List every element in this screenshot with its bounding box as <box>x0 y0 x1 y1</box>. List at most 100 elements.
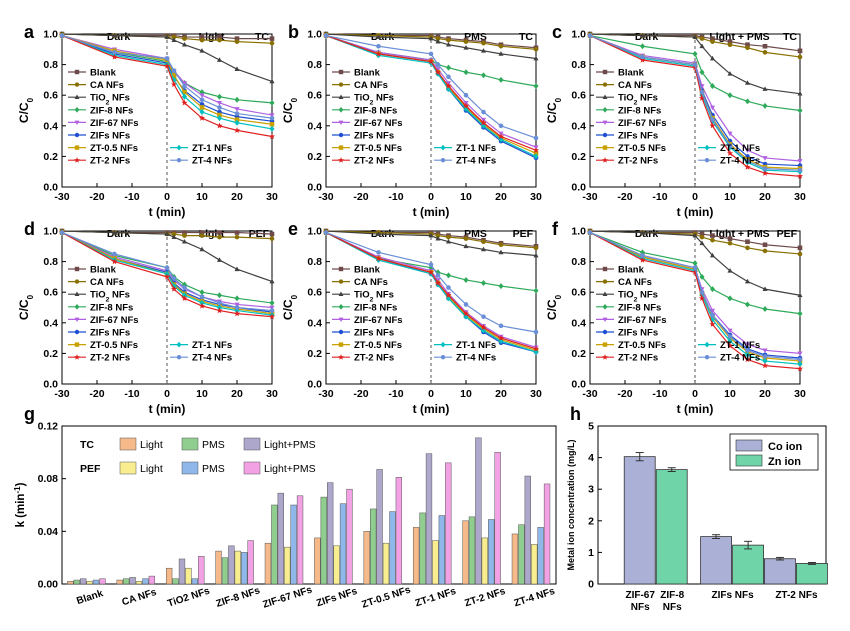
legend-marker <box>440 355 446 360</box>
data-point <box>434 279 442 286</box>
legend-swatch <box>119 437 137 451</box>
x-tick-label: 30 <box>794 191 806 203</box>
y-tick-label: 0.8 <box>43 256 58 268</box>
bar-tc-light <box>412 527 420 585</box>
data-point <box>699 273 705 280</box>
y-tick-label: 5 <box>588 421 594 433</box>
x-tick-label: 10 <box>460 191 472 203</box>
x-tick-label: 30 <box>530 191 542 203</box>
y-tick-label: 3 <box>588 484 594 496</box>
category-label: ZT-1 NFs <box>414 586 458 610</box>
y-tick-label: 0.08 <box>38 473 59 485</box>
panel-label: f <box>552 219 559 239</box>
bar-pef-light-pms <box>198 556 205 585</box>
x-tick-label: 30 <box>266 388 278 400</box>
data-point <box>435 273 441 278</box>
data-point <box>199 37 205 43</box>
y-tick-label: 0.8 <box>571 59 586 71</box>
y-tick-label: 0.2 <box>307 151 322 163</box>
legend-label-ca-nfs: CA NFs <box>90 277 124 288</box>
legend-label-zifs-nfs: ZIFs NFs <box>618 328 658 339</box>
bar-pef-light-pms <box>148 575 156 585</box>
data-point <box>435 36 441 41</box>
data-point <box>710 312 715 318</box>
legend-swatch <box>119 461 137 475</box>
legend-marker <box>602 303 608 310</box>
x-tick-label: -10 <box>388 388 403 400</box>
data-point <box>639 229 646 235</box>
data-point <box>727 131 733 137</box>
legend-marker <box>74 279 80 284</box>
series-zt-4-nfs <box>59 230 275 313</box>
y-tick-label: 1.0 <box>43 226 58 238</box>
data-point <box>762 102 768 109</box>
data-point <box>199 93 205 98</box>
data-point <box>797 292 803 298</box>
data-point <box>199 246 205 252</box>
data-point <box>710 36 715 41</box>
data-point <box>699 89 705 95</box>
series-zif-8-nfs <box>587 32 803 114</box>
legend-label-blank: Blank <box>618 265 645 276</box>
data-point <box>691 269 699 275</box>
data-point <box>762 50 768 55</box>
data-point <box>269 299 275 306</box>
data-point <box>481 314 486 319</box>
data-point <box>216 122 223 129</box>
data-point <box>216 307 223 314</box>
y-tick-label: 1.0 <box>307 226 322 238</box>
panel-label: e <box>288 219 298 239</box>
category-label: NFs <box>663 602 682 613</box>
bar-pef-light-pms <box>395 477 403 585</box>
pollutant-label: PEF <box>513 228 534 240</box>
data-point <box>462 310 470 317</box>
bar-tc-light <box>165 567 173 585</box>
legend-marker <box>602 132 608 138</box>
legend-marker <box>338 157 344 163</box>
data-point <box>427 58 435 65</box>
data-point <box>164 34 170 39</box>
legend-marker <box>602 106 608 113</box>
legend-label-zn-ion: Zn ion <box>768 456 801 468</box>
legend-marker <box>602 342 608 347</box>
data-point <box>463 39 469 44</box>
data-point <box>181 99 188 106</box>
y-tick-label: 0.4 <box>43 120 58 132</box>
data-point <box>709 321 716 327</box>
x-axis-label: t (min) <box>149 205 186 219</box>
data-point <box>234 305 240 310</box>
data-point <box>445 41 452 47</box>
data-point <box>710 39 715 44</box>
legend-marker <box>176 355 182 360</box>
data-point <box>164 265 170 271</box>
data-point <box>234 117 240 122</box>
legend-marker <box>74 266 80 272</box>
legend-label-ca-nfs: CA NFs <box>90 80 124 91</box>
data-point <box>727 236 733 241</box>
legend-label-zt-1-nfs: ZT-1 NFs <box>720 340 760 351</box>
pollutant-label: TC <box>783 31 797 43</box>
category-label: NFs <box>631 602 650 613</box>
data-point <box>709 55 716 61</box>
data-point <box>796 365 804 372</box>
x-tick-label: 0 <box>428 388 434 400</box>
data-point <box>640 253 645 258</box>
legend-marker <box>704 341 710 348</box>
legend-label-zt-1-nfs: ZT-1 NFs <box>720 143 760 154</box>
y-tick-label: 0 <box>588 579 594 591</box>
legend-label-tio2-nfs: TiO2 NFs <box>90 290 130 304</box>
panel-label: c <box>552 22 562 42</box>
legend-label-zif-8-nfs: ZIF-8 NFs <box>618 302 661 313</box>
data-point <box>269 113 275 118</box>
legend-marker <box>74 106 80 113</box>
data-point <box>762 86 768 91</box>
phase-left-label: Dark <box>107 228 131 240</box>
legend-marker <box>338 354 344 360</box>
bar-pef-light-pms <box>99 578 106 585</box>
bar-pef-pms <box>537 527 544 585</box>
bar-tc-light <box>215 550 222 585</box>
data-point <box>463 69 469 76</box>
data-point <box>376 43 381 49</box>
category-label: CA NFs <box>121 587 159 609</box>
legend-label-zif-8-nfs: ZIF-8 NFs <box>618 105 661 116</box>
